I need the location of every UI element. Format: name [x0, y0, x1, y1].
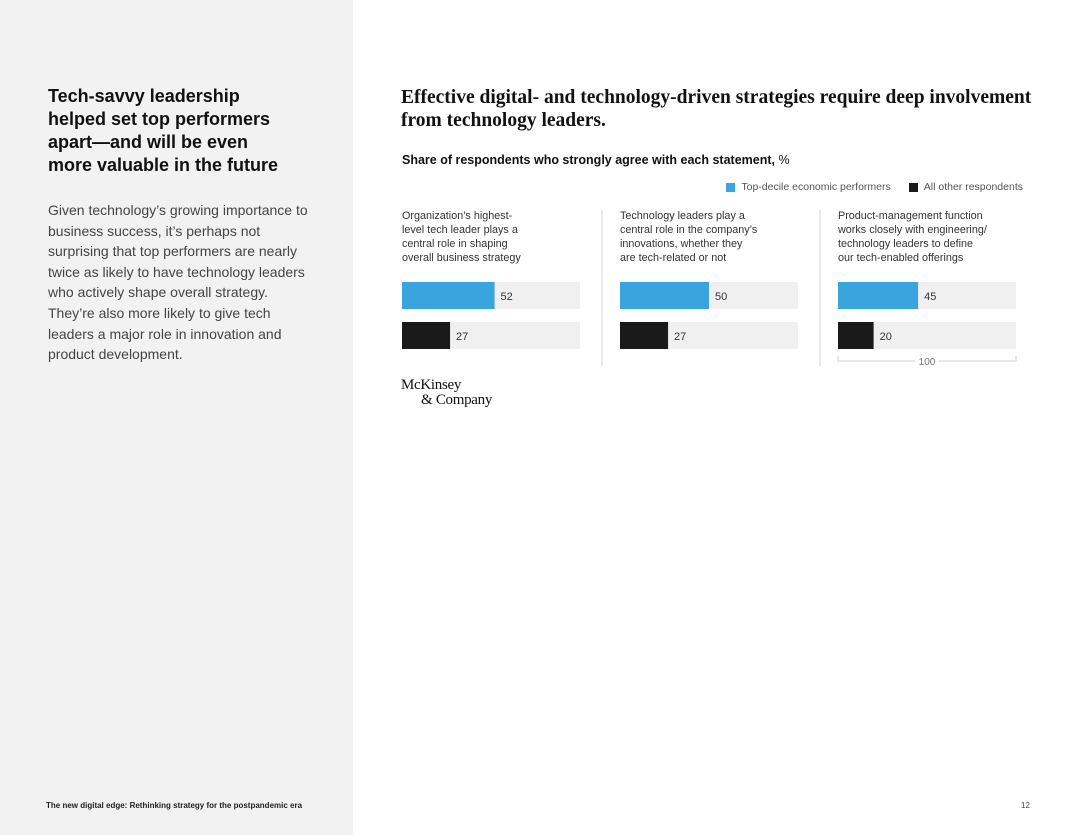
page-number: 12	[1021, 801, 1030, 810]
bar-chart: Organization’s highest-level tech leader…	[402, 210, 1017, 368]
panel-label-line: central role in the company’s	[620, 224, 758, 236]
bar-top	[620, 282, 709, 309]
bar-other	[402, 322, 451, 349]
legend-swatch-top	[726, 182, 736, 192]
bar-other	[620, 322, 669, 349]
sidebar-body-text: Given technology’s growing importance to…	[48, 202, 308, 363]
panel-label-line: Organization’s highest-	[402, 210, 513, 222]
panel-label-line: Technology leaders play a	[620, 210, 745, 222]
chart-title: Effective digital- and technology-driven…	[401, 87, 1032, 131]
legend-label-top: Top-decile economic performers	[741, 181, 891, 193]
bar-top	[838, 282, 919, 309]
panel-label-line: works closely with engineering/	[837, 224, 987, 236]
data-label-top: 45	[924, 291, 936, 303]
panel-label-line: overall business strategy	[402, 252, 521, 264]
chart-subtitle-unit: %	[778, 153, 790, 167]
legend-item-top: Top-decile economic performers	[726, 181, 891, 193]
chart-subtitle: Share of respondents who strongly agree …	[402, 153, 790, 167]
panel-label-line: technology leaders to define	[838, 238, 973, 250]
panel-label-line: central role in shaping	[402, 238, 508, 250]
chart-subtitle-bold: Share of respondents who strongly agree …	[402, 153, 775, 167]
scale-label-bg	[915, 354, 939, 366]
panel-label-line: innovations, whether they	[620, 238, 743, 250]
panel-label-line: are tech-related or not	[620, 252, 726, 264]
data-label-other: 27	[674, 331, 686, 343]
logo-line-2: & Company	[421, 392, 493, 408]
footer-publication-title: The new digital edge: Rethinking strateg…	[46, 801, 303, 810]
legend-label-other: All other respondents	[923, 181, 1023, 193]
panel-label-line: Product-management function	[838, 210, 983, 222]
data-label-top: 50	[715, 291, 727, 303]
panel-label-line: level tech leader plays a	[402, 224, 518, 236]
legend-swatch-other	[908, 182, 918, 192]
company-logo: McKinsey & Company	[401, 378, 492, 408]
sidebar-heading: Tech-savvy leadership helped set top per…	[48, 86, 279, 175]
scale-label: 100	[919, 357, 936, 368]
legend-item-other: All other respondents	[908, 181, 1023, 193]
data-label-other: 27	[456, 331, 468, 343]
panel-label-line: our tech-enabled offerings	[838, 252, 964, 264]
data-label-top: 52	[501, 291, 513, 303]
chart-legend: Top-decile economic performers All other…	[726, 181, 1023, 193]
bar-other	[838, 322, 874, 349]
sidebar-panel: Tech-savvy leadership helped set top per…	[0, 0, 353, 835]
data-label-other: 20	[880, 331, 892, 343]
bar-top	[402, 282, 495, 309]
logo-line-1: McKinsey	[401, 377, 462, 393]
